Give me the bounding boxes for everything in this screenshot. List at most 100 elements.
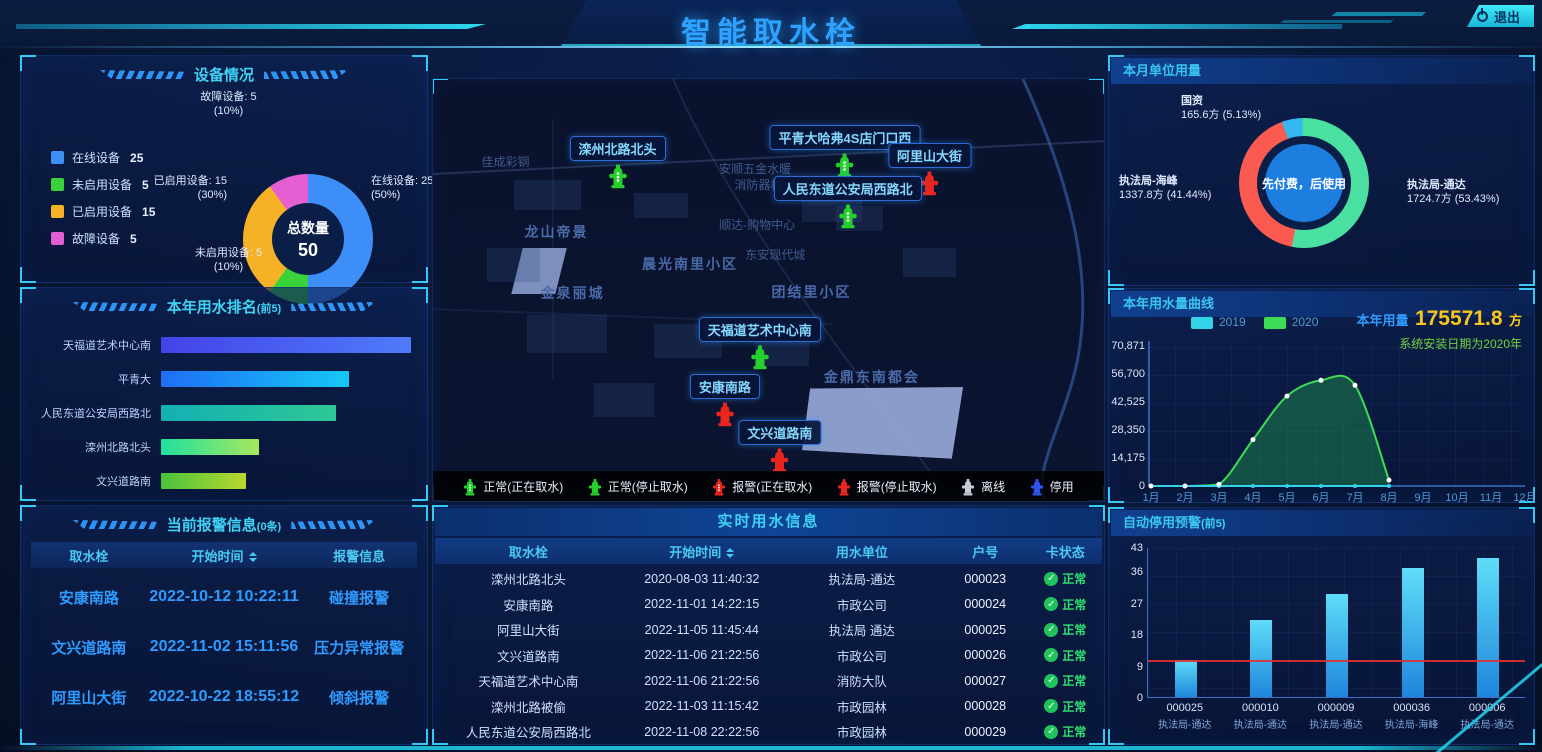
- warning-bar[interactable]: [1250, 620, 1273, 697]
- hydrant-map[interactable]: 佳成彩钢 安顺五金水暖 消防器材 龙山帝景 顺达-购物中心 东安现代城 晨光南里小区 金泉丽城…: [432, 78, 1105, 502]
- usage-col-starttime[interactable]: 开始时间: [622, 542, 782, 561]
- legend-swatch: [51, 232, 64, 245]
- warning-bar-chart[interactable]: [1147, 548, 1525, 698]
- usage-table-row[interactable]: 人民东道公安局西路北 2022-11-08 22:22:56 市政园林 000029 ✓…: [435, 719, 1102, 745]
- callout-enabled: 已启用设备: 15 (30%): [153, 175, 227, 201]
- month-usage-donut-chart[interactable]: 先付费，后使用: [1239, 118, 1369, 248]
- hydrant-marker-label[interactable]: 滦州北路北头: [569, 135, 666, 161]
- alarm-start-time: 2022-10-12 10:22:11: [149, 588, 299, 605]
- device-legend-item[interactable]: 已启用设备 15: [51, 198, 155, 225]
- hydrant-marker[interactable]: 滦州北路北头: [569, 135, 666, 189]
- hydrant-marker-label[interactable]: 安康南路: [689, 373, 760, 399]
- ranking-row[interactable]: 平青大: [35, 362, 411, 396]
- legend-2020[interactable]: 2020: [1263, 315, 1318, 329]
- legend-swatch-2020: [1263, 316, 1286, 329]
- ranking-bar: [161, 405, 336, 421]
- device-donut-center: 总数量 50: [272, 203, 344, 275]
- map-legend-item: 正常(停止取水): [588, 476, 688, 496]
- usage-start-time: 2022-11-08 22:22:56: [644, 724, 760, 739]
- hydrant-icon: [716, 402, 734, 426]
- status-badge: ✓ 正常: [1044, 698, 1086, 715]
- hydrant-icon: [608, 164, 627, 188]
- sort-arrows-icon[interactable]: [726, 548, 735, 559]
- line-chart-x-tick: 12月: [1513, 492, 1537, 504]
- callout-fault: 故障设备: 5 (10%): [200, 91, 257, 117]
- device-legend-item[interactable]: 未启用设备 5: [51, 171, 155, 198]
- usage-hydrant-name: 文兴道路南: [497, 649, 560, 664]
- hydrant-marker[interactable]: 阿里山大街: [888, 142, 972, 196]
- header-corner-decoration-2: [1280, 20, 1394, 23]
- device-status-title: 设备情况: [21, 64, 427, 85]
- warning-bar[interactable]: [1174, 660, 1197, 697]
- hydrant-marker[interactable]: 文兴道路南: [738, 420, 822, 473]
- hydrant-icon: [836, 153, 854, 177]
- water-ranking-title-text: 本年用水排名(前5): [166, 299, 282, 316]
- legend-label: 在线设备: [72, 151, 121, 165]
- legend-swatch-2019: [1191, 316, 1213, 329]
- ranking-row[interactable]: 人民东道公安局西路北: [35, 396, 411, 430]
- line-chart[interactable]: [1139, 341, 1529, 501]
- usage-table-row[interactable]: 天福道艺术中心南 2022-11-06 21:22:56 消防大队 000027 ✓ 正常: [435, 668, 1102, 694]
- usage-table-row[interactable]: 滦州北路北头 2020-08-03 11:40:32 执法局-通达 000023 ✓ 正常: [435, 566, 1102, 592]
- device-legend-item[interactable]: 故障设备 5: [51, 225, 155, 252]
- hydrant-marker[interactable]: 人民东道公安局西路北: [773, 176, 922, 229]
- map-place-label: 金泉丽城: [540, 284, 605, 301]
- hydrant-marker[interactable]: 天福道艺术中心南: [698, 317, 821, 370]
- usage-card-status: ✓ 正常: [1029, 570, 1102, 587]
- alarm-table-row[interactable]: 文兴道路南 2022-11-02 15:11:56 压力异常报警: [31, 622, 417, 672]
- hydrant-marker-label[interactable]: 人民东道公安局西路北: [773, 176, 922, 202]
- month-unit-usage-title: 本月单位用量: [1111, 58, 1532, 84]
- legend-value: 15: [142, 204, 156, 219]
- line-chart-x-tick: 5月: [1278, 492, 1296, 504]
- ranking-label: 滦州北路北头: [85, 442, 151, 454]
- map-legend-label: 正常(停止取水): [607, 479, 688, 494]
- map-legend: 正常(正在取水) 正常(停止取水) 报警(正在取水) 报警(停止取水) 离线 停…: [433, 471, 1104, 501]
- check-icon: ✓: [1044, 673, 1059, 688]
- legend-label: 故障设备: [72, 232, 121, 246]
- legend-label: 已启用设备: [72, 205, 133, 219]
- ranking-track: [161, 337, 411, 353]
- map-building: [486, 247, 541, 282]
- device-total-value: 50: [297, 239, 319, 260]
- hydrant-icon: [713, 479, 726, 496]
- year-total-annotation: 本年用量 175571.8 方: [1356, 307, 1522, 330]
- line-chart-x-tick: 1月: [1142, 492, 1160, 504]
- usage-table-row[interactable]: 阿里山大街 2022-11-05 11:45:44 执法局 通达 000025 ✓ 正常: [435, 617, 1102, 643]
- hydrant-marker-label[interactable]: 文兴道路南: [738, 420, 822, 446]
- hydrant-icon: [838, 204, 857, 229]
- status-badge: ✓ 正常: [1044, 596, 1086, 613]
- warning-bar[interactable]: [1477, 557, 1500, 697]
- usage-table-row[interactable]: 文兴道路南 2022-11-06 21:22:56 市政公司 000026 ✓ 正常: [435, 643, 1102, 669]
- month-unit-usage-panel: 本月单位用量 先付费，后使用 国资 165.6方 (5.13%) 执法局-海峰 …: [1108, 55, 1535, 286]
- usage-col-cardstatus: 卡状态: [1045, 544, 1085, 560]
- ranking-row[interactable]: 文兴道路南: [35, 464, 411, 498]
- warning-bar[interactable]: [1401, 567, 1424, 697]
- legend-value: 5: [142, 177, 149, 192]
- usage-start-time: 2020-08-03 11:40:32: [644, 571, 760, 586]
- callout-online: 在线设备: 25 (50%): [371, 175, 434, 201]
- usage-account: 000026: [964, 648, 1007, 663]
- exit-button[interactable]: 退出: [1466, 5, 1534, 27]
- sort-arrows-icon[interactable]: [248, 552, 257, 563]
- device-donut-chart[interactable]: 总数量 50: [243, 174, 373, 304]
- usage-table-row[interactable]: 安康南路 2022-11-01 14:22:15 市政公司 000024 ✓ 正常: [435, 592, 1102, 618]
- ranking-row[interactable]: 滦州北路北头: [35, 430, 411, 464]
- warning-bar-x-label: 000006执法局-通达: [1442, 702, 1532, 731]
- usage-start-time: 2022-11-05 11:45:44: [644, 622, 759, 637]
- alarm-table-row[interactable]: 安康南路 2022-10-12 10:22:11 碰撞报警: [31, 572, 417, 622]
- auto-stop-warning-panel: 自动停用预警(前5) 43 36 27 18 9 0 000025 执法局-通达 000010…: [1108, 507, 1535, 745]
- warning-bar[interactable]: [1326, 594, 1348, 697]
- hydrant-marker-label[interactable]: 天福道艺术中心南: [698, 317, 821, 342]
- alarm-table-row[interactable]: 阿里山大街 2022-10-22 18:55:12 倾斜报警: [31, 672, 417, 722]
- map-legend-item: 停用: [1030, 476, 1074, 496]
- usage-table-row[interactable]: 滦州北路被偷 2022-11-03 11:15:42 市政园林 000028 ✓ 正常: [435, 694, 1102, 720]
- legend-2019[interactable]: 2019: [1191, 315, 1246, 329]
- hydrant-marker[interactable]: 安康南路: [689, 373, 760, 427]
- alarm-col-starttime[interactable]: 开始时间: [147, 546, 301, 565]
- line-chart-y-tick: 56,700: [1111, 367, 1145, 380]
- warning-bar-unit-label: 执法局-海峰: [1384, 720, 1439, 731]
- hydrant-marker-label[interactable]: 阿里山大街: [888, 142, 972, 168]
- ranking-row[interactable]: 天福道艺术中心南: [35, 328, 411, 362]
- legend-value: 25: [130, 150, 144, 165]
- device-legend-item[interactable]: 在线设备 25: [51, 144, 155, 171]
